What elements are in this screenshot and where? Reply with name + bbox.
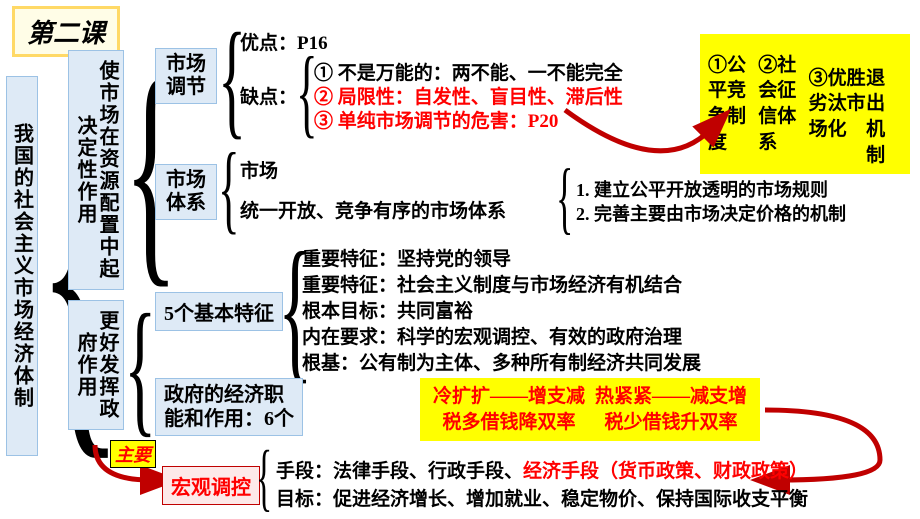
yellow-box-1: ①公平竞争制度 ②社会征信体系 ③优胜劣汰市场化 退出机制 — [700, 34, 910, 174]
f4: 内在要求：科学的宏观调控、有效的政府治理 — [302, 322, 682, 349]
disadv-label: 缺点： — [240, 82, 297, 109]
sys-sub1: 1. 建立公平开放透明的市场规则 — [576, 176, 828, 202]
branch-a-text: 使市场在资源配置中起决定性作用 — [74, 57, 118, 283]
root-box: 我国的社会主义市场经济体制 — [6, 76, 38, 456]
branch-b-box: 更好发挥政府作用 — [68, 300, 124, 430]
branch-b-text: 更好发挥政府作用 — [74, 307, 118, 423]
f1: 重要特征：坚持党的领导 — [302, 244, 511, 271]
brace-system: { — [218, 138, 240, 238]
brace-b: { — [124, 292, 156, 442]
branch-a-box: 使市场在资源配置中起决定性作用 — [68, 50, 124, 290]
market-system-box: 市场 体系 — [155, 164, 217, 220]
main-label: 主要 — [110, 440, 156, 468]
dis3: ③ 单纯市场调节的危害：P20 — [314, 106, 558, 133]
brace-macro: { — [256, 440, 272, 515]
sys-sub2: 2. 完善主要由市场决定价格的机制 — [576, 200, 846, 226]
f2: 重要特征：社会主义制度与市场经济有机结合 — [302, 270, 682, 297]
means-line: 手段：法律手段、行政手段、经济手段（货币政策、财政政策） — [276, 456, 808, 483]
dis1: ① 不是万能的：两不能、一不能完全 — [314, 58, 623, 85]
f3: 根本目标：共同富裕 — [302, 296, 473, 323]
means-label: 手段：法律手段、行政手段、 — [276, 461, 523, 482]
yellow-box-2: 冷扩扩——增支减税多借钱降双率 热紧紧——减支增税少借钱升双率 — [420, 378, 760, 441]
macro-box: 宏观调控 — [162, 466, 260, 505]
f5: 根基：公有制为主体、多种所有制经济共同发展 — [302, 348, 701, 375]
y2l1: 冷扩扩——增支减税多借钱降双率 — [428, 384, 590, 435]
y1l3: ③优胜劣汰市场化 — [809, 66, 866, 143]
market-adjust-box: 市场 调节 — [155, 48, 217, 104]
means-red: 经济手段（货币政策、财政政策） — [523, 461, 808, 482]
five-features-box: 5个基本特征 — [155, 292, 283, 331]
gov-econ-box: 政府的经济职 能和作用：6个 — [155, 378, 303, 436]
goal-line: 目标：促进经济增长、增加就业、稳定物价、保持国际收支平衡 — [276, 484, 808, 511]
brace-sys2: { — [556, 158, 573, 238]
sys1: 市场 — [240, 156, 278, 183]
y1l2: ②社会征信体系 — [758, 53, 808, 156]
y1l4: 退出机制 — [866, 40, 902, 168]
y2l2: 热紧紧——减支增税少借钱升双率 — [590, 384, 752, 435]
